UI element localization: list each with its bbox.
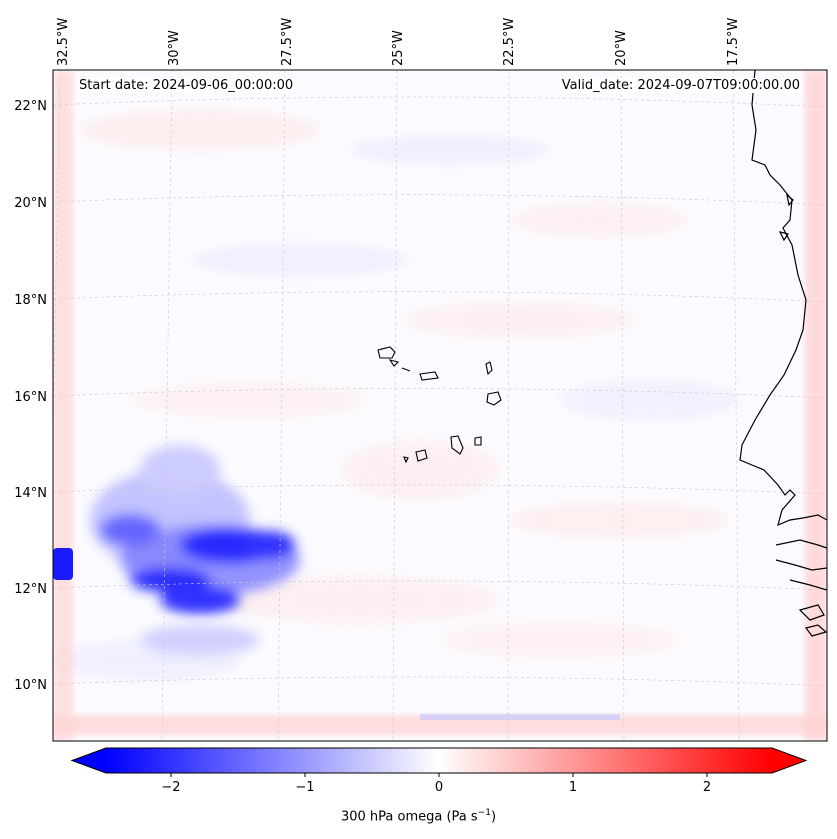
lon-label: 25°W xyxy=(391,30,406,66)
colorbar-tick-label: 1 xyxy=(569,780,577,795)
longitude-labels: 32.5°W 30°W 27.5°W 25°W 22.5°W 20°W 17.5… xyxy=(56,18,741,66)
lon-label: 27.5°W xyxy=(280,18,295,66)
lon-label: 30°W xyxy=(167,30,182,66)
colorbar-extend-max xyxy=(772,748,806,773)
lat-label: 14°N xyxy=(14,486,47,501)
lat-label: 22°N xyxy=(14,99,47,114)
colorbar-body xyxy=(106,748,772,773)
lat-label: 16°N xyxy=(14,390,47,405)
colorbar-tick-label: −2 xyxy=(161,780,180,795)
lon-label: 17.5°W xyxy=(726,18,741,66)
graticule xyxy=(53,70,827,741)
colorbar-tick-label: −1 xyxy=(295,780,314,795)
lon-label: 22.5°W xyxy=(502,18,517,66)
lat-label: 12°N xyxy=(14,582,47,597)
latitude-labels: 22°N 20°N 18°N 16°N 14°N 12°N 10°N xyxy=(14,99,47,693)
lon-label: 32.5°W xyxy=(56,18,71,66)
lon-label: 20°W xyxy=(614,30,629,66)
map-frame xyxy=(52,69,828,742)
colorbar-tick-label: 2 xyxy=(703,780,711,795)
colorbar: −2 −1 0 1 2 xyxy=(70,747,808,795)
lat-label: 20°N xyxy=(14,196,47,211)
colorbar-label: 300 hPa omega (Pa s−1) xyxy=(340,808,497,825)
valid-date-label: Valid_date: 2024-09-07T09:00:00.00 xyxy=(559,78,802,93)
islands xyxy=(377,346,502,464)
start-date-label: Start date: 2024-09-06_00:00:00 xyxy=(77,78,296,93)
coastline xyxy=(739,70,827,637)
lat-label: 18°N xyxy=(14,293,47,308)
colorbar-extend-min xyxy=(72,748,106,773)
colorbar-tick-label: 0 xyxy=(435,780,443,795)
omega-field xyxy=(53,70,827,741)
lat-label: 10°N xyxy=(14,678,47,693)
